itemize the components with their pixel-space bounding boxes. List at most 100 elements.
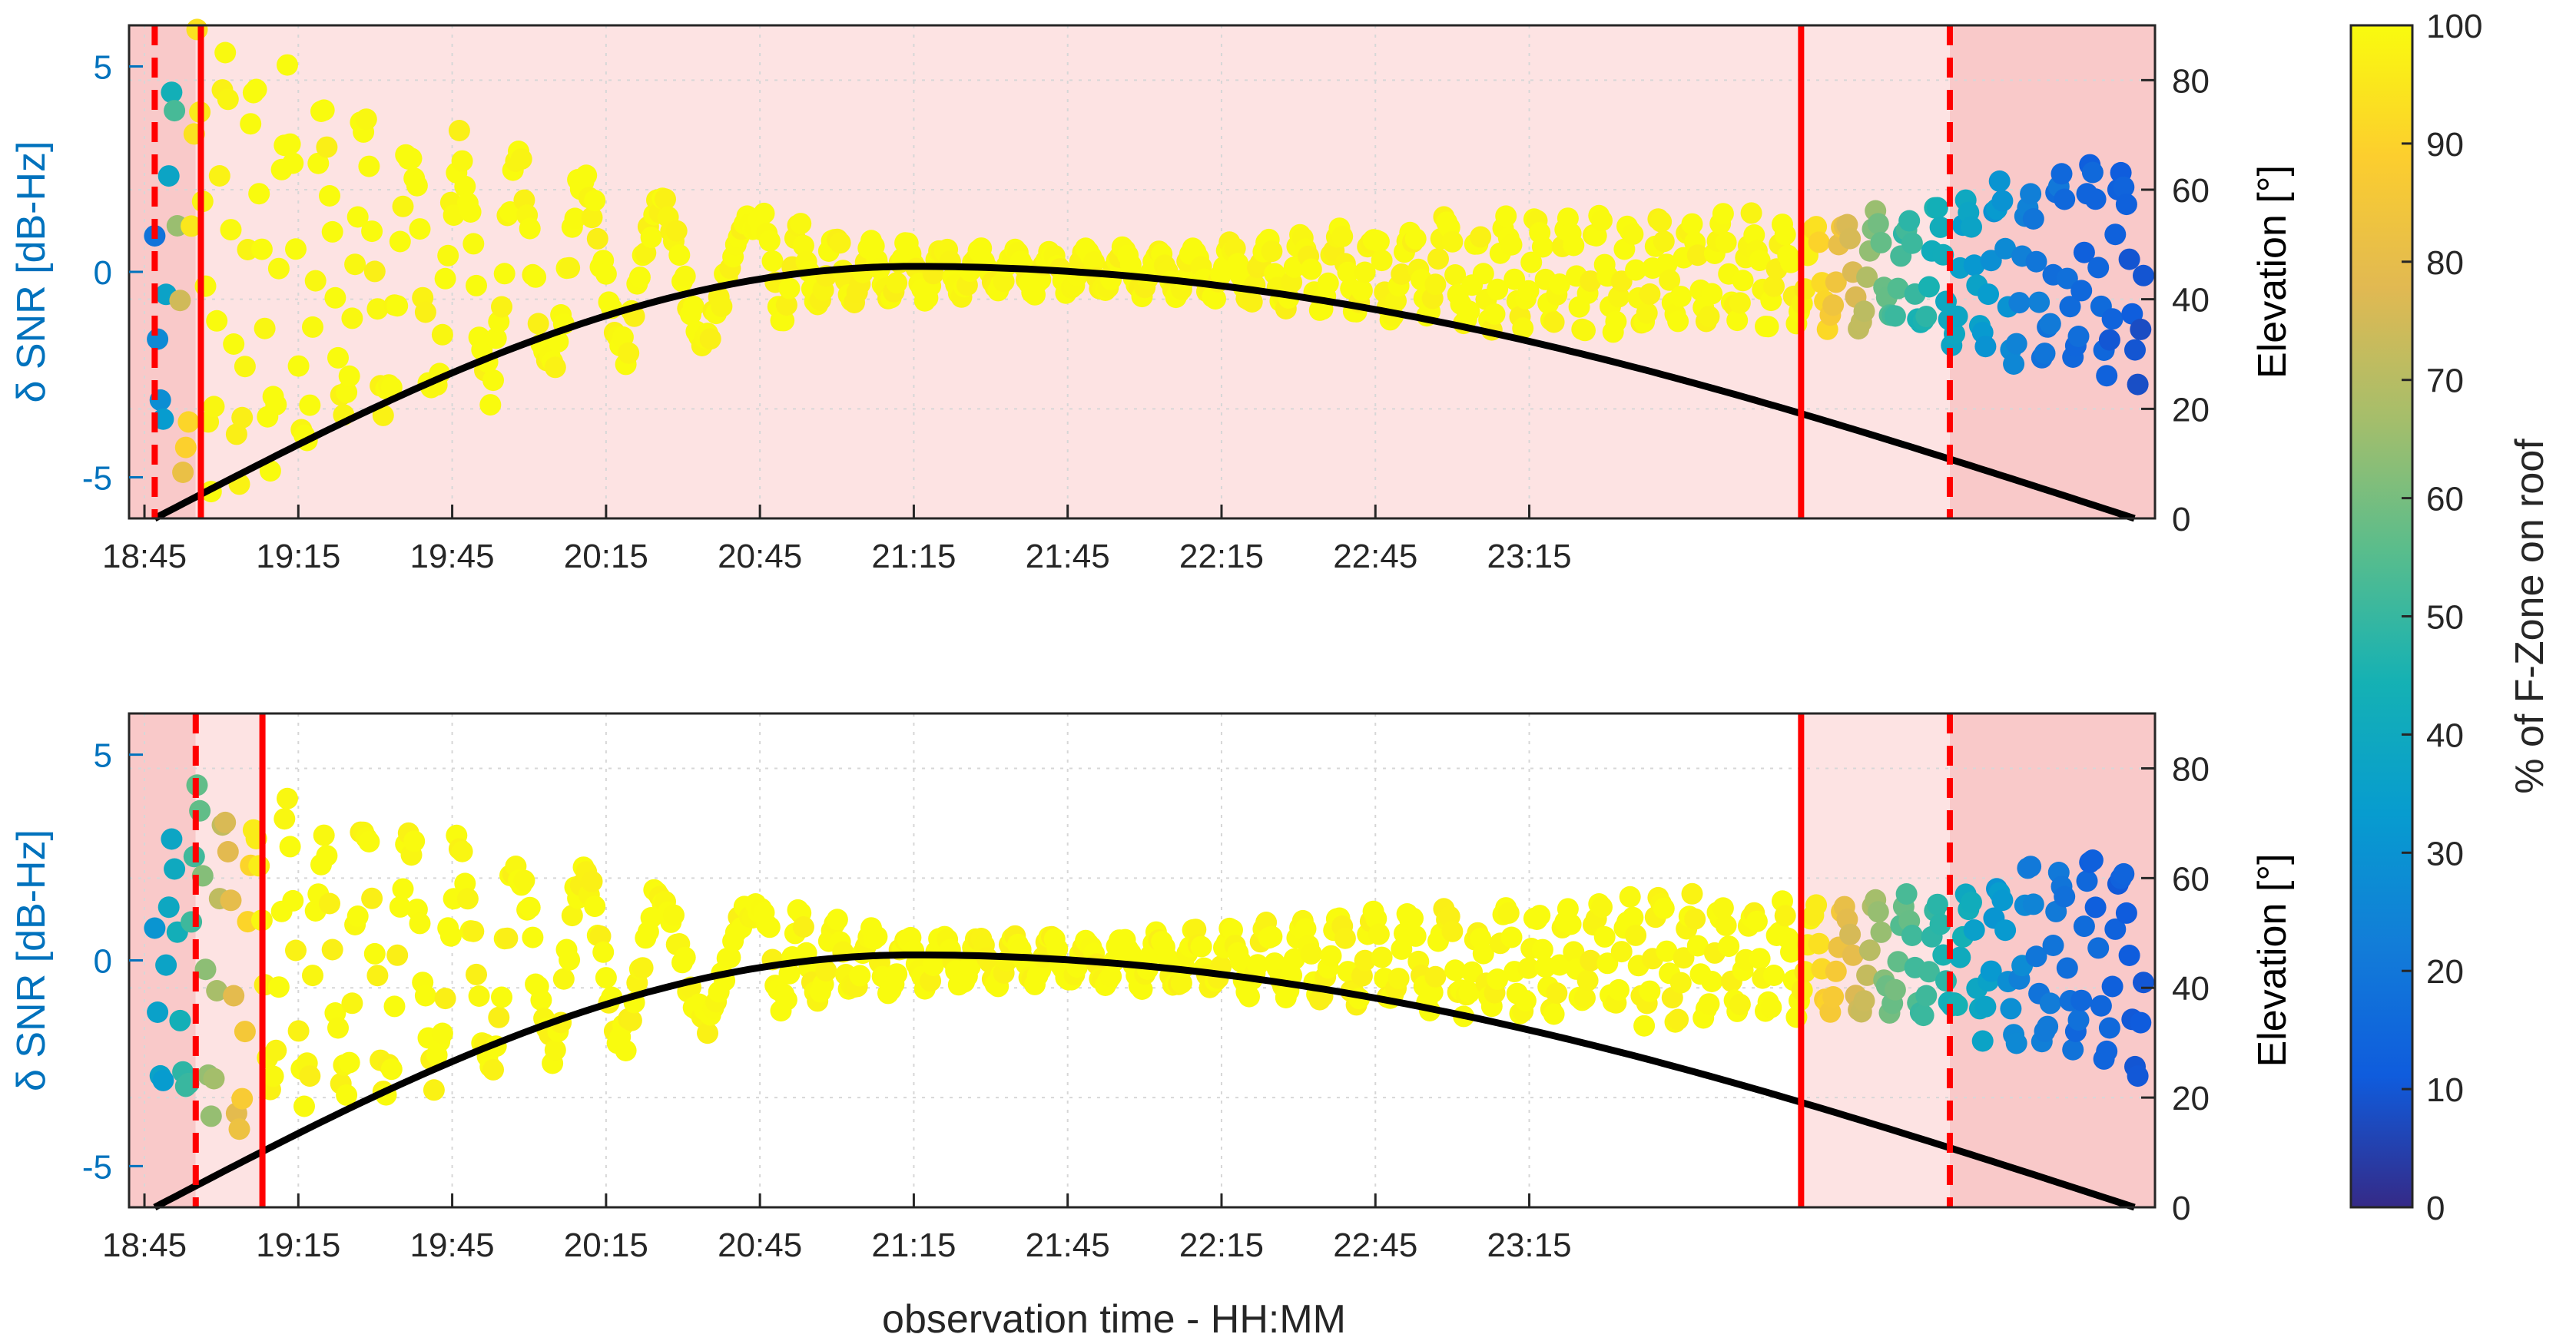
snr-point <box>336 381 358 403</box>
snr-point <box>778 277 801 300</box>
snr-point <box>248 855 270 877</box>
snr-point <box>663 904 685 926</box>
snr-point <box>1391 263 1413 285</box>
snr-point <box>234 1021 256 1043</box>
snr-point <box>2098 329 2120 351</box>
snr-point <box>1915 985 1938 1007</box>
snr-point <box>223 985 245 1007</box>
snr-point <box>174 436 197 458</box>
snr-point <box>758 916 781 938</box>
snr-point <box>1718 935 1740 958</box>
snr-point <box>575 164 598 187</box>
snr-point <box>1659 269 1681 291</box>
snr-point <box>1898 210 1921 232</box>
snr-point <box>1856 266 1878 288</box>
snr-point <box>177 411 200 433</box>
snr-point <box>2034 343 2056 365</box>
y-left-tick-label: 0 <box>94 943 112 981</box>
top-ylabel-right: Elevation [°] <box>2250 165 2295 379</box>
snr-point <box>479 394 502 416</box>
snr-point <box>1653 897 1675 919</box>
snr-point <box>313 99 335 121</box>
snr-point <box>1808 231 1830 253</box>
snr-point <box>1669 286 1692 308</box>
snr-point <box>327 1017 349 1039</box>
snr-point <box>2115 902 2137 924</box>
colorbar-tick-label: 0 <box>2426 1190 2445 1227</box>
snr-point <box>1729 993 1751 1015</box>
snr-point <box>1681 213 1703 235</box>
snr-point <box>2054 886 2076 908</box>
snr-point <box>451 840 473 862</box>
snr-point <box>443 204 465 227</box>
snr-point <box>1650 210 1673 233</box>
snr-point <box>1780 251 1802 273</box>
snr-point <box>1825 271 1847 293</box>
snr-point <box>214 811 237 833</box>
colorbar-tick-label: 90 <box>2426 126 2464 164</box>
snr-point <box>1856 964 1878 986</box>
snr-point <box>1884 305 1906 327</box>
snr-point <box>1580 270 1602 293</box>
snr-point <box>581 870 603 892</box>
snr-point <box>1994 237 2017 260</box>
snr-point <box>358 155 380 177</box>
snr-point <box>1686 244 1709 266</box>
snr-point <box>1684 908 1706 930</box>
snr-point <box>628 266 651 289</box>
snr-point <box>1729 292 1751 314</box>
bottom-elevation-curve <box>153 951 2136 1211</box>
snr-point <box>564 207 586 230</box>
x-tick-label: 22:45 <box>1333 1226 1417 1264</box>
colorbar-tick-label: 30 <box>2426 835 2464 872</box>
snr-point <box>1563 234 1585 257</box>
snr-point <box>1991 889 2014 912</box>
snr-point <box>2025 945 2047 968</box>
x-tick-label: 23:15 <box>1487 538 1571 575</box>
snr-point <box>1887 951 1909 973</box>
snr-point <box>668 244 691 266</box>
snr-point <box>1591 210 1613 232</box>
snr-point <box>1915 306 1938 328</box>
x-tick-label: 22:45 <box>1333 538 1417 575</box>
snr-point <box>2087 937 2110 959</box>
snr-point <box>250 238 273 260</box>
colorbar-tick-label: 80 <box>2426 244 2464 282</box>
snr-point <box>1825 960 1847 982</box>
snr-point <box>1757 316 1779 338</box>
snr-point <box>1701 971 1723 992</box>
snr-point <box>380 1058 403 1081</box>
snr-point <box>2067 326 2090 347</box>
snr-point <box>2067 1009 2090 1031</box>
snr-point <box>829 232 851 254</box>
snr-point <box>1402 907 1424 929</box>
snr-point <box>699 328 721 350</box>
snr-point <box>1988 170 2011 192</box>
snr-point <box>1749 250 1771 271</box>
snr-point <box>346 206 369 228</box>
snr-point <box>1780 941 1802 963</box>
snr-point <box>719 946 741 968</box>
snr-point <box>456 888 479 910</box>
snr-point <box>2076 870 2098 892</box>
snr-point <box>285 238 307 260</box>
snr-point <box>2005 333 2027 355</box>
snr-point <box>155 954 177 976</box>
snr-point <box>2130 1011 2152 1034</box>
snr-point <box>2127 1065 2149 1087</box>
snr-point <box>1563 941 1585 963</box>
snr-point <box>172 462 194 483</box>
snr-point <box>462 920 485 942</box>
snr-point <box>491 986 512 1008</box>
snr-point <box>2059 296 2081 318</box>
snr-point <box>2022 208 2044 230</box>
snr-point <box>366 298 389 320</box>
snr-point <box>1610 941 1633 963</box>
snr-point <box>157 896 180 919</box>
snr-point <box>1656 940 1678 962</box>
snr-point <box>164 858 186 880</box>
snr-point <box>1241 291 1263 313</box>
snr-point <box>530 989 552 1011</box>
x-tick-label: 19:45 <box>410 1226 495 1264</box>
snr-point <box>228 1118 250 1140</box>
